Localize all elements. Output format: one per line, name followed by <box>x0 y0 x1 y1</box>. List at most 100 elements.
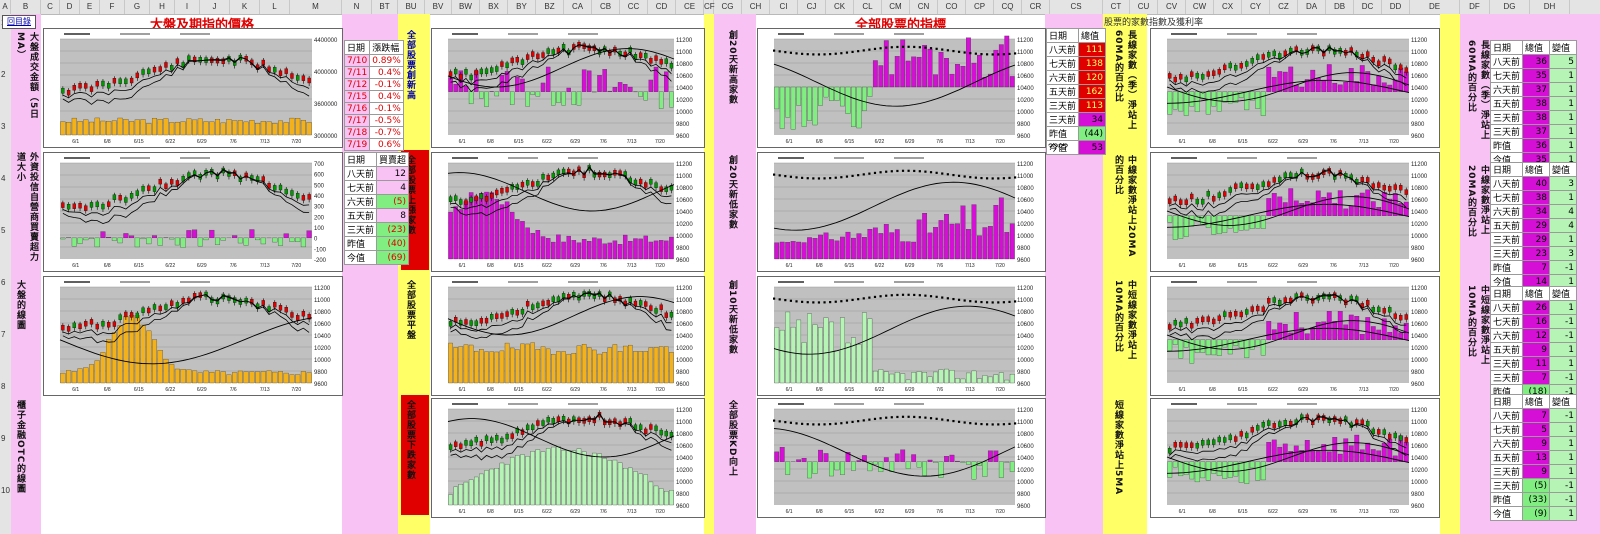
column-header-BZ[interactable]: BZ <box>536 0 564 14</box>
right4-cell[interactable]: -1 <box>1549 408 1578 423</box>
column-header-CF[interactable]: CF <box>704 0 715 14</box>
chart-right-3[interactable]: 11200 11000 10800 10600 10400 10200 10000 9800 9… <box>1150 276 1440 396</box>
right1-cell[interactable]: 37 <box>1522 124 1551 139</box>
right1-cell[interactable]: 昨值 <box>1489 138 1524 153</box>
row-header-5[interactable]: 5 <box>1 226 6 235</box>
right2-cell[interactable]: 七天前 <box>1489 190 1524 205</box>
column-header-CE[interactable]: CE <box>676 0 704 14</box>
mid1-cell[interactable]: 113 <box>1078 98 1107 113</box>
column-header-CQ[interactable]: CQ <box>994 0 1022 14</box>
right2-cell[interactable]: 38 <box>1522 190 1551 205</box>
dates-cell[interactable]: -0.5% <box>369 114 404 127</box>
right2-cell[interactable]: 1 <box>1549 232 1578 247</box>
right1-cell[interactable]: 五天前 <box>1489 96 1524 111</box>
dates-cell[interactable]: 7/11 <box>343 66 371 79</box>
right4-cell[interactable]: -1 <box>1549 478 1578 493</box>
dates-cell[interactable]: 7/18 <box>343 126 371 139</box>
foreign-cell[interactable]: 三天前 <box>343 222 378 237</box>
row-header-7[interactable]: 7 <box>1 330 6 339</box>
chart-volume[interactable]: 4400000 4000000 3600000 3000000 6/1 6/8 6/15 6/… <box>43 28 343 148</box>
column-header-CT[interactable]: CT <box>1103 0 1130 14</box>
right2-cell[interactable]: 昨值 <box>1489 260 1524 275</box>
right4-cell[interactable]: (9) <box>1522 506 1551 521</box>
column-header-BY[interactable]: BY <box>508 0 536 14</box>
column-header-B[interactable]: B <box>11 0 41 14</box>
column-header-D[interactable]: D <box>60 0 80 14</box>
right2-cell[interactable]: 五天前 <box>1489 218 1524 233</box>
column-header-CN[interactable]: CN <box>910 0 938 14</box>
foreign-cell[interactable]: 4 <box>376 180 410 195</box>
column-header-K[interactable]: K <box>230 0 260 14</box>
right2-cell[interactable]: 34 <box>1522 204 1551 219</box>
right2-cell[interactable]: 4 <box>1549 204 1578 219</box>
chart-right-1[interactable]: 11200 11000 10800 10600 10400 10200 10000 9800 9… <box>1150 28 1440 148</box>
right2-cell[interactable]: 29 <box>1522 218 1551 233</box>
mid1-cell[interactable]: 昨值 <box>1045 126 1080 141</box>
column-header-DC[interactable]: DC <box>1354 0 1382 14</box>
right1-cell[interactable]: 36 <box>1522 54 1551 69</box>
foreign-cell[interactable]: (5) <box>376 194 410 209</box>
chart-mid2-3[interactable]: 11200 11000 10800 10600 10400 10200 10000 9800 9… <box>757 276 1046 396</box>
mid1-cell[interactable]: 今值 <box>1045 140 1080 155</box>
column-header-G[interactable]: G <box>125 0 150 14</box>
dates-cell[interactable]: 0.6% <box>369 138 404 151</box>
right4-cell[interactable]: 9 <box>1522 436 1551 451</box>
right4-cell[interactable]: (33) <box>1522 492 1551 507</box>
foreign-cell[interactable]: 八天前 <box>343 166 378 181</box>
right2-cell[interactable]: 40 <box>1522 176 1551 191</box>
row-header-2[interactable]: 2 <box>1 70 6 79</box>
dates-cell[interactable]: 7/10 <box>343 54 371 67</box>
right4-cell[interactable]: 5 <box>1522 422 1551 437</box>
column-header-CL[interactable]: CL <box>854 0 882 14</box>
foreign-cell[interactable]: 今值 <box>343 250 378 265</box>
column-header-M[interactable]: M <box>290 0 342 14</box>
dates-cell[interactable]: 7/12 <box>343 78 371 91</box>
mid1-cell[interactable]: 三天前 <box>1045 112 1080 127</box>
foreign-cell[interactable]: (40) <box>376 236 410 251</box>
column-header-CB[interactable]: CB <box>592 0 620 14</box>
column-header-J[interactable]: J <box>200 0 230 14</box>
column-header-CI[interactable]: CI <box>770 0 798 14</box>
right4-cell[interactable]: 1 <box>1549 464 1578 479</box>
right4-cell[interactable]: (5) <box>1522 478 1551 493</box>
right1-cell[interactable]: 1 <box>1549 96 1578 111</box>
chart-mid2-1[interactable]: 11200 11000 10800 10600 10400 10200 10000 9800 9… <box>757 28 1046 148</box>
mid1-cell[interactable]: 三天前 <box>1045 98 1080 113</box>
mid1-cell[interactable]: 120 <box>1078 70 1107 85</box>
row-header-8[interactable]: 8 <box>1 382 6 391</box>
right4-cell[interactable]: 五天前 <box>1489 450 1524 465</box>
row-header-4[interactable]: 4 <box>1 174 6 183</box>
right1-cell[interactable]: 36 <box>1522 138 1551 153</box>
right1-cell[interactable]: 1 <box>1549 68 1578 83</box>
row-header-10[interactable]: 10 <box>1 486 10 495</box>
chart-mid2-4[interactable]: 11200 11000 10800 10600 10400 10200 10000 9800 9… <box>757 398 1046 518</box>
dates-cell[interactable]: 0.89% <box>369 54 404 67</box>
chart-mid2-2[interactable]: 11200 11000 10800 10600 10400 10200 10000 9800 9… <box>757 152 1046 272</box>
column-header-CZ[interactable]: CZ <box>1270 0 1298 14</box>
dates-cell[interactable]: -0.1% <box>369 102 404 115</box>
right4-cell[interactable]: 六天前 <box>1489 436 1524 451</box>
right3-cell[interactable]: 11 <box>1522 356 1551 371</box>
column-header-CO[interactable]: CO <box>938 0 966 14</box>
dates-cell[interactable]: 0.4% <box>369 90 404 103</box>
mid1-cell[interactable]: (44) <box>1078 126 1107 141</box>
row-header-3[interactable]: 3 <box>1 122 6 131</box>
column-header-C[interactable]: C <box>41 0 60 14</box>
right3-cell[interactable]: 7 <box>1522 370 1551 385</box>
foreign-cell[interactable]: (69) <box>376 250 410 265</box>
mid1-cell[interactable]: 六天前 <box>1045 70 1080 85</box>
column-header-CC[interactable]: CC <box>620 0 648 14</box>
chart-mid-1[interactable]: 11200 11000 10800 10600 10400 10200 10000 9800 9… <box>431 28 705 148</box>
right3-cell[interactable]: 七天前 <box>1489 314 1524 329</box>
right2-cell[interactable]: 三天前 <box>1489 246 1524 261</box>
row-header-6[interactable]: 6 <box>1 278 6 287</box>
dates-cell[interactable]: 7/19 <box>343 138 371 151</box>
chart-mid-4[interactable]: 11200 11000 10800 10600 10400 10200 10000 9800 9… <box>431 398 705 518</box>
right3-cell[interactable]: 26 <box>1522 300 1551 315</box>
right3-cell[interactable]: -1 <box>1549 370 1578 385</box>
column-header-CP[interactable]: CP <box>966 0 994 14</box>
column-header-DF[interactable]: DF <box>1460 0 1490 14</box>
right3-cell[interactable]: 1 <box>1549 300 1578 315</box>
right2-cell[interactable]: -1 <box>1549 260 1578 275</box>
column-header-BT[interactable]: BT <box>372 0 398 14</box>
